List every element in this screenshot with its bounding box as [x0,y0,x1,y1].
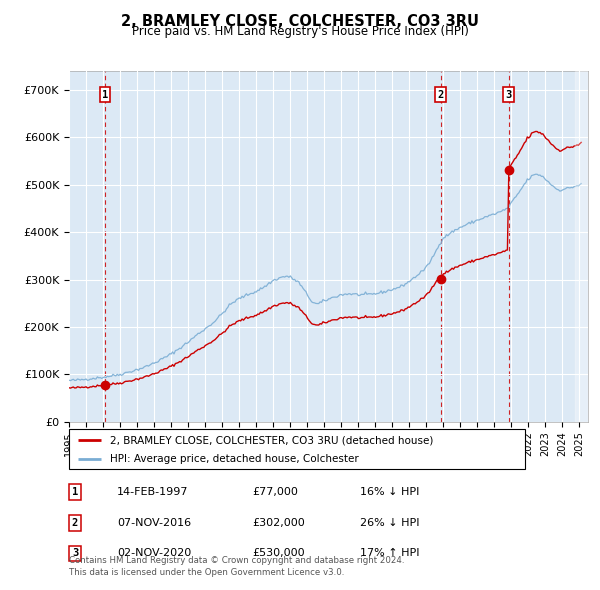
Text: 2, BRAMLEY CLOSE, COLCHESTER, CO3 3RU (detached house): 2, BRAMLEY CLOSE, COLCHESTER, CO3 3RU (d… [110,435,433,445]
Text: 2: 2 [72,518,78,527]
Text: 2, BRAMLEY CLOSE, COLCHESTER, CO3 3RU: 2, BRAMLEY CLOSE, COLCHESTER, CO3 3RU [121,14,479,28]
Text: 3: 3 [506,90,512,100]
Text: 07-NOV-2016: 07-NOV-2016 [117,518,191,527]
Text: 3: 3 [72,549,78,558]
FancyBboxPatch shape [69,429,525,469]
Text: 1: 1 [72,487,78,497]
Text: 26% ↓ HPI: 26% ↓ HPI [360,518,419,527]
Text: £530,000: £530,000 [252,549,305,558]
Text: £302,000: £302,000 [252,518,305,527]
Bar [575,71,588,422]
Text: Price paid vs. HM Land Registry's House Price Index (HPI): Price paid vs. HM Land Registry's House … [131,25,469,38]
Text: 16% ↓ HPI: 16% ↓ HPI [360,487,419,497]
Text: HPI: Average price, detached house, Colchester: HPI: Average price, detached house, Colc… [110,454,359,464]
Text: 14-FEB-1997: 14-FEB-1997 [117,487,188,497]
Text: 17% ↑ HPI: 17% ↑ HPI [360,549,419,558]
Text: 1: 1 [102,90,108,100]
Text: £77,000: £77,000 [252,487,298,497]
Text: 02-NOV-2020: 02-NOV-2020 [117,549,191,558]
Text: 2: 2 [437,90,444,100]
Text: Contains HM Land Registry data © Crown copyright and database right 2024.
This d: Contains HM Land Registry data © Crown c… [69,556,404,577]
